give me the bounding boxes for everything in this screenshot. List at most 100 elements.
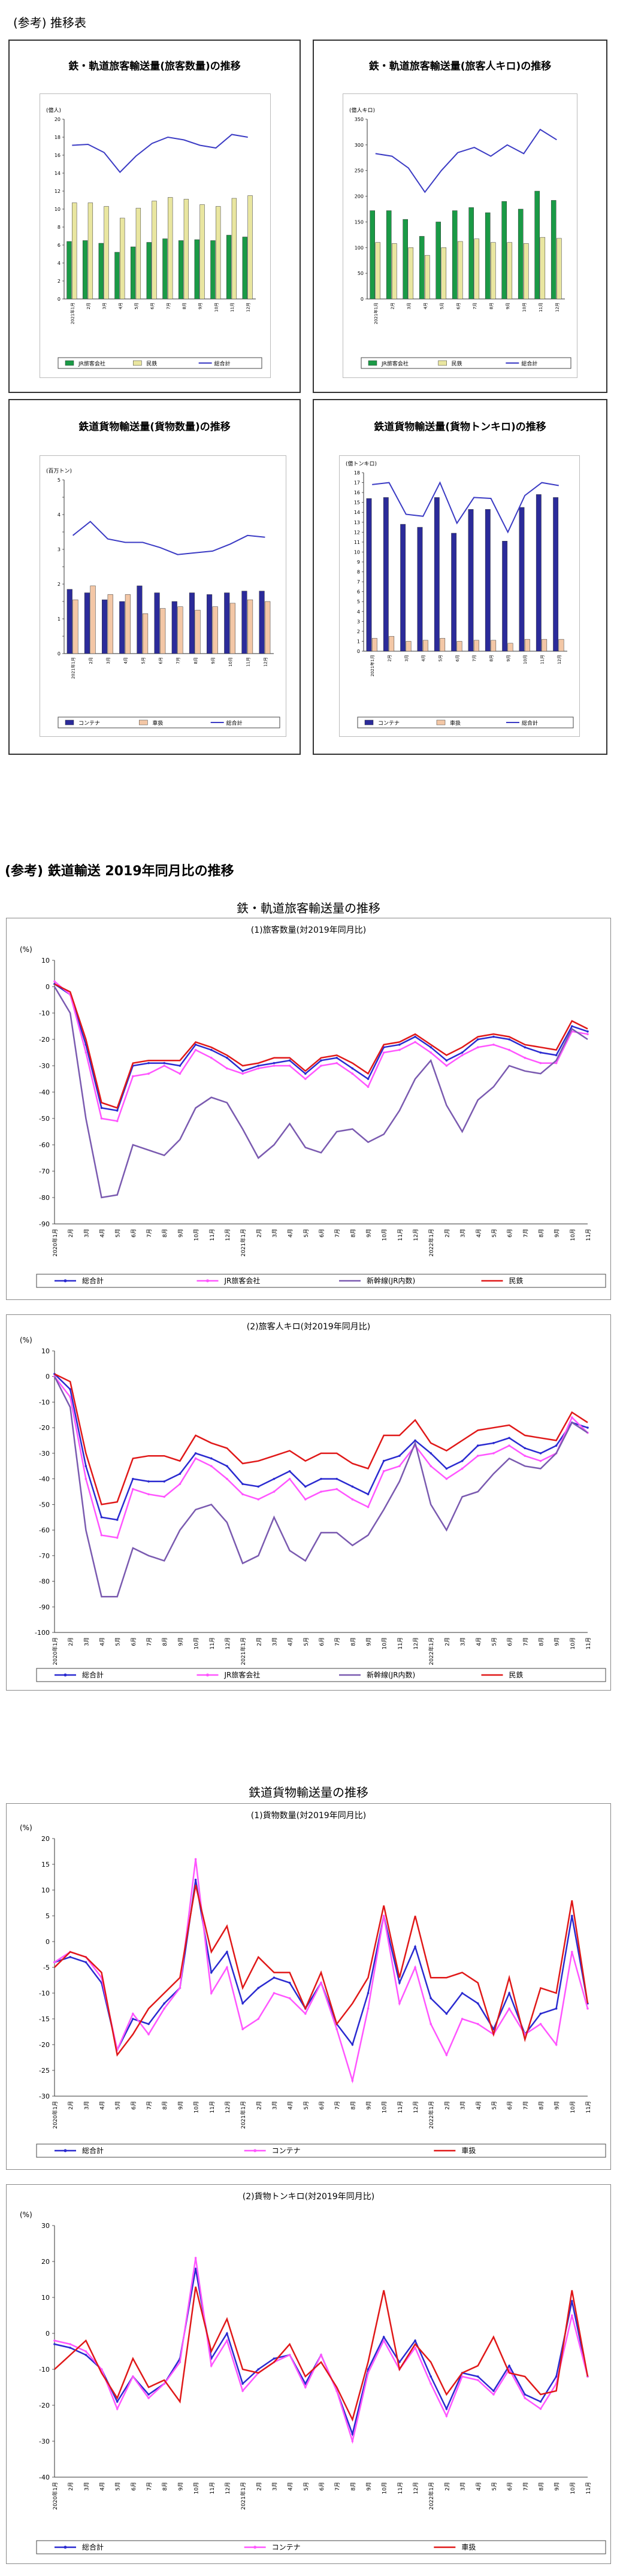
bar-民鉄 xyxy=(87,202,93,300)
series-point-総合計 xyxy=(445,2408,448,2410)
x-tick-label: 8月 xyxy=(489,655,494,661)
x-tick-label: 8月 xyxy=(350,2482,356,2491)
series-point-総合計 xyxy=(461,1459,464,1462)
y-tick-label: -70 xyxy=(39,1552,50,1560)
y-tick-label: -40 xyxy=(39,1476,50,1483)
series-point-総合計 xyxy=(147,1480,150,1483)
series-point-総合計 xyxy=(398,2361,401,2363)
chart-title: (1)旅客数量(対2019年同月比) xyxy=(251,925,366,935)
series-point-総合計 xyxy=(382,2336,385,2338)
legend-label: 民鉄 xyxy=(452,360,462,367)
chart-area: (億人) 0 2 4 6 8 10 12 14 16 18 20 2021年1月 2月 3月 4月 5月 6月 7月… xyxy=(40,93,271,378)
y-axis-label: (%) xyxy=(20,2211,32,2219)
series-point-コンテナ xyxy=(273,1992,276,1994)
bar-JR旅客会社 xyxy=(468,207,474,300)
bar-車扱 xyxy=(195,610,201,654)
x-tick-label: 6月 xyxy=(131,1229,137,1238)
y-tick-label: 15 xyxy=(41,1861,50,1868)
legend-box xyxy=(58,716,280,728)
legend-label: 車扱 xyxy=(461,2543,476,2551)
series-point-総合計 xyxy=(571,2300,573,2302)
series-point-コンテナ xyxy=(288,1997,291,2000)
series-point-コンテナ xyxy=(430,2383,432,2385)
x-tick-label: 2月 xyxy=(89,657,93,664)
series-point-コンテナ xyxy=(476,2022,479,2025)
legend-marker xyxy=(63,1673,67,1677)
x-tick-label: 9月 xyxy=(554,2482,561,2491)
y-tick-label: 17 xyxy=(354,480,360,486)
x-tick-label: 3月 xyxy=(83,1229,90,1238)
series-point-総合計 xyxy=(555,2375,558,2378)
bar-コンテナ xyxy=(154,592,160,654)
bar-コンテナ xyxy=(366,498,372,652)
legend-box xyxy=(361,357,571,369)
x-tick-label: 5月 xyxy=(491,2482,498,2491)
x-tick-label: 2月 xyxy=(444,1229,450,1238)
series-point-総合計 xyxy=(430,1452,432,1455)
series-point-JR旅客会社 xyxy=(116,1537,119,1539)
series-point-コンテナ xyxy=(539,2408,542,2410)
x-tick-label: 2月 xyxy=(68,1637,74,1646)
x-tick-label: 10月 xyxy=(570,2482,576,2494)
y-tick-label: -20 xyxy=(39,1036,50,1044)
x-tick-label: 9月 xyxy=(506,655,511,661)
legend-marker xyxy=(206,1279,209,1283)
series-point-JR旅客会社 xyxy=(382,1470,385,1473)
x-tick-label: 7月 xyxy=(522,2101,529,2110)
series-point-総合計 xyxy=(367,1493,370,1496)
bar-車扱 xyxy=(125,594,131,654)
legend-swatch xyxy=(133,360,142,366)
bar-コンテナ xyxy=(417,527,423,652)
y-tick-label: -50 xyxy=(39,1115,50,1123)
series-point-総合計 xyxy=(461,1992,464,1994)
y-tick-label: 250 xyxy=(355,168,364,174)
x-tick-label: 2021年1月 xyxy=(373,303,379,324)
bar-車扱 xyxy=(229,603,235,654)
x-tick-label: 5月 xyxy=(440,303,444,309)
x-tick-label: 2020年1月 xyxy=(52,2482,59,2510)
x-tick-label: 5月 xyxy=(141,657,146,664)
panel-title: 鉄道貨物輸送量(貨物数量)の推移 xyxy=(78,421,231,433)
x-tick-label: 11月 xyxy=(397,2482,404,2494)
x-tick-label: 8月 xyxy=(162,1637,168,1646)
x-tick-label: 12月 xyxy=(225,2101,231,2113)
x-tick-label: 2021年1月 xyxy=(240,2101,247,2129)
x-tick-label: 2021年1月 xyxy=(240,2482,247,2510)
series-point-JR旅客会社 xyxy=(461,1054,464,1057)
series-point-JR旅客会社 xyxy=(476,1455,479,1457)
legend-label: 総合計 xyxy=(82,2542,104,2551)
series-point-コンテナ xyxy=(414,1966,416,1969)
y-tick-label: -20 xyxy=(39,2402,50,2409)
chart-svg: (億人キロ) 0 50 100 150 200 250 300 350 2021年1月 2月 3月 4月… xyxy=(349,107,571,369)
series-point-総合計 xyxy=(367,2368,370,2371)
x-tick-label: 2月 xyxy=(388,655,392,661)
x-tick-label: 2月 xyxy=(68,2482,74,2491)
panel-title: 鉄・軌道旅客輸送量(旅客数量)の推移 xyxy=(68,61,241,72)
series-line-新幹線(JR内数) xyxy=(53,986,588,1199)
series-point-総合計 xyxy=(476,1038,479,1041)
series-point-総合計 xyxy=(100,1106,103,1109)
series-point-総合計 xyxy=(539,1051,542,1054)
y-tick-label: -10 xyxy=(39,1398,50,1406)
series-point-コンテナ xyxy=(335,2390,338,2392)
legend-box xyxy=(36,1668,606,1682)
bar-車扱 xyxy=(72,599,78,654)
y-tick-label: 8 xyxy=(58,225,61,230)
x-tick-label: 3月 xyxy=(83,2101,90,2110)
bar-JR旅客会社 xyxy=(485,212,491,300)
x-tick-label: 8月 xyxy=(538,2482,545,2491)
bar-JR旅客会社 xyxy=(435,222,441,300)
x-tick-label: 9月 xyxy=(506,303,510,309)
x-tick-label: 12月 xyxy=(413,2101,419,2113)
x-tick-label: 12月 xyxy=(225,1637,231,1649)
x-tick-label: 11月 xyxy=(397,1229,404,1241)
series-point-JR旅客会社 xyxy=(226,1477,228,1480)
bar-JR旅客会社 xyxy=(419,236,425,300)
y-tick-label: 5 xyxy=(357,599,360,604)
x-tick-label: 4月 xyxy=(123,657,128,664)
series-point-コンテナ xyxy=(320,2354,322,2356)
y-tick-label: 10 xyxy=(354,549,360,555)
series-point-コンテナ xyxy=(555,2043,558,2046)
series-point-総合計 xyxy=(116,2400,119,2403)
x-tick-label: 7月 xyxy=(334,1229,341,1238)
